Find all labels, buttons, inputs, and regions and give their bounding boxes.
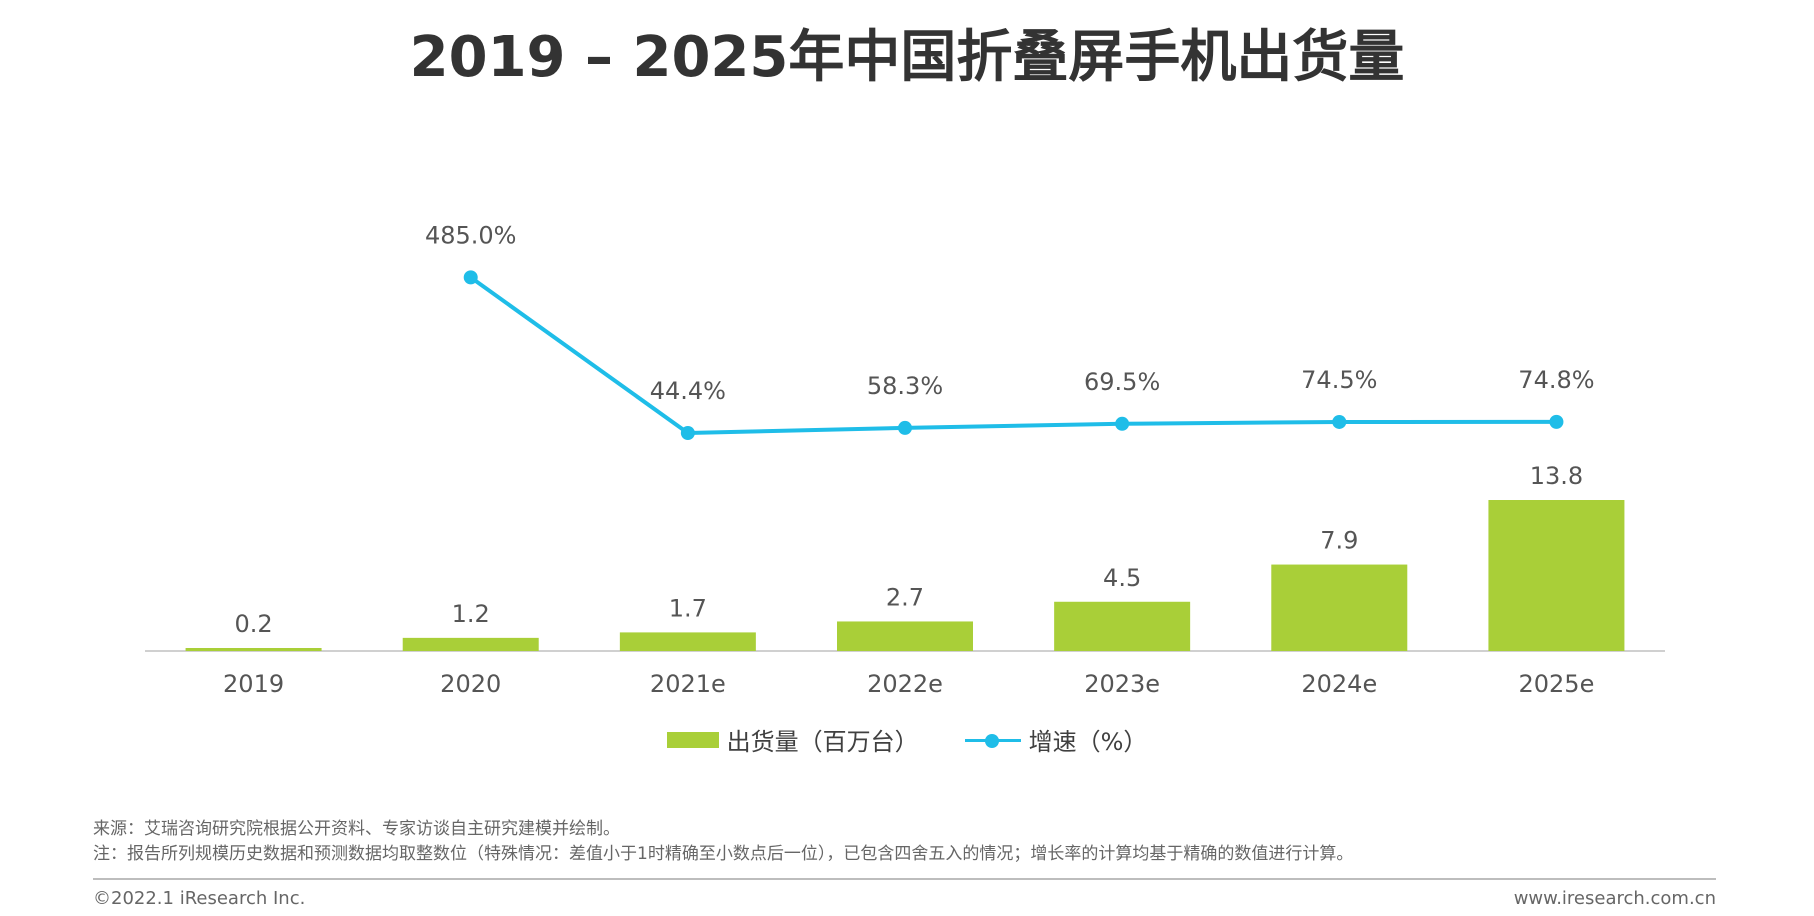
growth-value-label: 44.4% — [650, 377, 726, 405]
growth-line — [469, 275, 1557, 435]
bar-2023e[interactable] — [1054, 601, 1191, 651]
growth-value-label: 74.5% — [1301, 366, 1377, 394]
x-tick-label: 2025e — [1519, 670, 1595, 698]
legend-label-growth: 增速（%） — [1028, 728, 1148, 756]
bar-2021e[interactable] — [619, 632, 756, 651]
growth-point-2022e[interactable] — [898, 420, 912, 435]
growth-point-2025e[interactable] — [1549, 414, 1564, 429]
x-tick-label: 2021e — [650, 670, 726, 698]
bar-2019[interactable] — [185, 648, 322, 651]
chart-title: 2019 – 2025年中国折叠屏手机出货量 — [409, 25, 1405, 90]
growth-value-label: 485.0% — [425, 221, 517, 249]
bar-value-label: 4.5 — [1103, 564, 1141, 592]
x-tick-label: 2023e — [1084, 670, 1160, 698]
copyright-text: ©2022.1 iResearch Inc. — [93, 888, 306, 909]
growth-point-2020[interactable] — [463, 270, 478, 285]
site-url-link[interactable]: www.iresearch.com.cn — [1513, 888, 1716, 909]
legend-label-shipments: 出货量（百万台） — [726, 728, 919, 756]
growth-value-label: 58.3% — [867, 372, 943, 400]
growth-point-2023e[interactable] — [1115, 416, 1130, 431]
growth-value-label: 74.8% — [1518, 366, 1594, 394]
legend-item-shipments[interactable]: 出货量（百万台） — [666, 722, 919, 757]
x-tick-label: 2020 — [440, 670, 501, 698]
bar-2020[interactable] — [402, 637, 539, 651]
x-tick-label: 2022e — [867, 670, 943, 698]
footer-divider — [93, 878, 1716, 880]
bar-value-label: 2.7 — [886, 583, 924, 611]
bar-value-label: 1.2 — [452, 600, 490, 628]
bar-value-label: 7.9 — [1320, 527, 1358, 555]
bar-value-label: 13.8 — [1530, 462, 1583, 490]
growth-point-2021e[interactable] — [680, 426, 695, 440]
bar-2025e[interactable] — [1488, 500, 1625, 651]
legend-line-swatch — [964, 732, 1021, 748]
source-note: 来源：艾瑞咨询研究院根据公开资料、专家访谈自主研究建模并绘制。 — [93, 819, 620, 839]
x-tick-label: 2024e — [1301, 670, 1377, 698]
bar-value-label: 0.2 — [234, 610, 272, 638]
bar-value-label: 1.7 — [669, 594, 707, 622]
bar-2024e[interactable] — [1271, 564, 1408, 651]
bar-2022e[interactable] — [837, 621, 973, 651]
x-tick-label: 2019 — [223, 670, 284, 698]
growth-point-2024e[interactable] — [1332, 414, 1347, 429]
legend: 出货量（百万台） 增速（%） — [0, 722, 1814, 757]
legend-bar-swatch — [666, 731, 719, 748]
growth-value-label: 69.5% — [1084, 368, 1160, 396]
method-note: 注：报告所列规模历史数据和预测数据均取整数位（特殊情况：差值小于1时精确至小数点… — [93, 844, 1354, 864]
legend-item-growth[interactable]: 增速（%） — [964, 722, 1148, 757]
